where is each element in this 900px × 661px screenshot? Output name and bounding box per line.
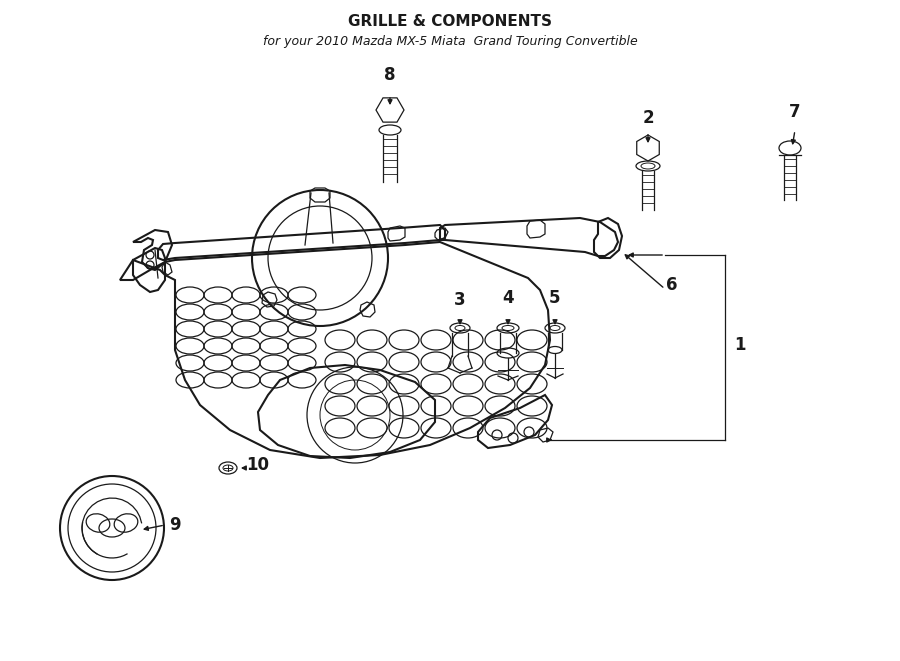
Text: 8: 8	[384, 66, 396, 84]
Text: 1: 1	[734, 336, 746, 354]
Text: 4: 4	[502, 289, 514, 307]
Text: 6: 6	[666, 276, 678, 294]
Text: 3: 3	[454, 291, 466, 309]
Text: GRILLE & COMPONENTS: GRILLE & COMPONENTS	[348, 15, 552, 30]
Text: 9: 9	[169, 516, 181, 534]
Text: 7: 7	[789, 103, 801, 121]
Text: for your 2010 Mazda MX-5 Miata  Grand Touring Convertible: for your 2010 Mazda MX-5 Miata Grand Tou…	[263, 36, 637, 48]
Text: 10: 10	[247, 456, 269, 474]
Text: 2: 2	[643, 109, 653, 127]
Text: 5: 5	[549, 289, 561, 307]
